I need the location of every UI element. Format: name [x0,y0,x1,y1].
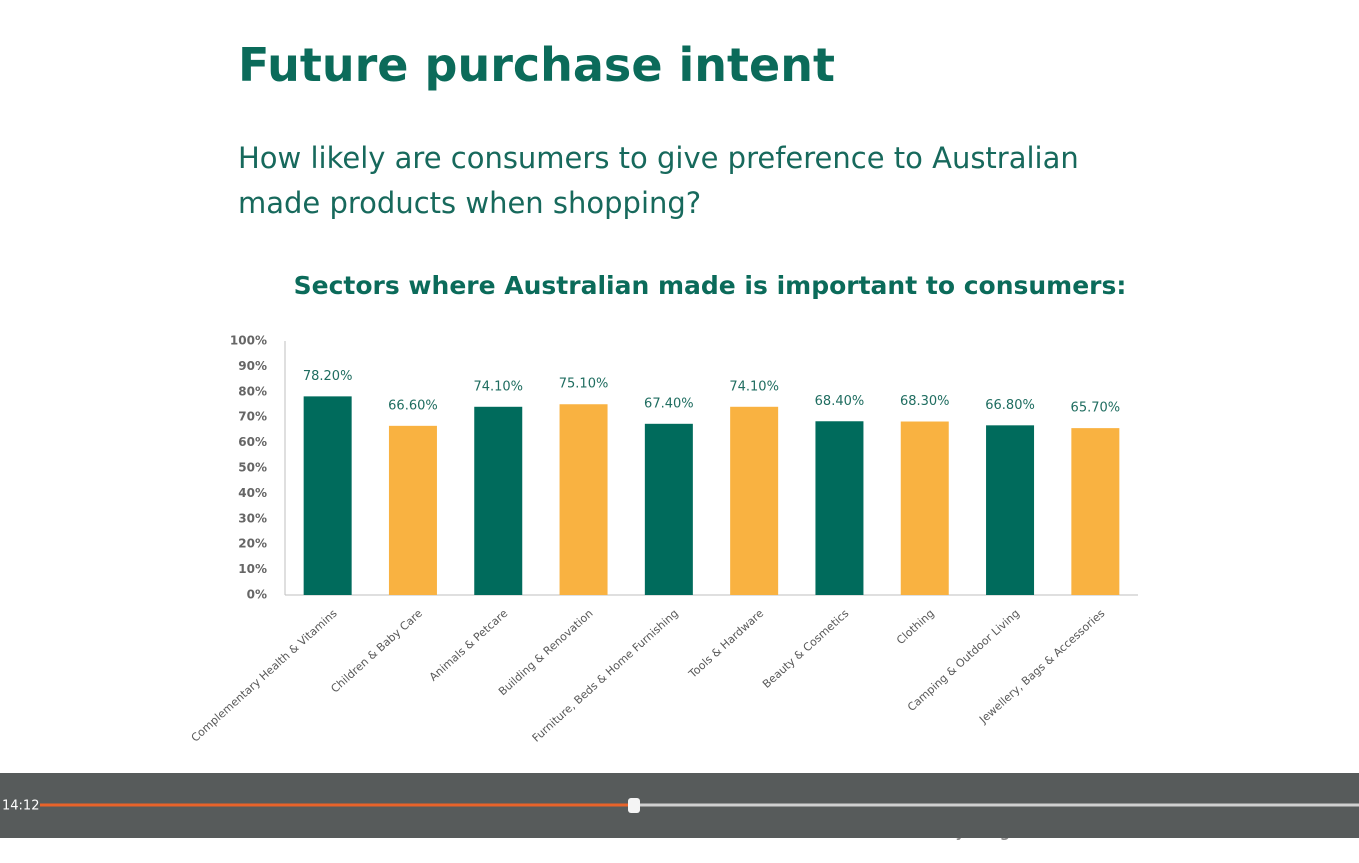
bar [644,423,693,595]
y-tick-label: 0% [247,588,267,602]
value-label: 74.10% [729,379,779,394]
slide-title: Future purchase intent [238,38,835,92]
x-tick-label: Tools & Hardware [686,607,767,682]
y-tick-label: 40% [238,486,267,500]
chart-title: Sectors where Australian made is importa… [294,271,1127,300]
bar [900,421,949,595]
value-label: 78.20% [303,369,353,384]
y-tick-label: 80% [238,384,267,398]
y-tick-label: 100% [230,334,267,348]
x-tick-label: Building & Renovation [496,607,595,698]
value-label: 68.30% [900,394,950,409]
y-tick-label: 50% [238,461,267,475]
bar [815,421,864,595]
x-tick-label: Beauty & Cosmetics [760,607,852,691]
bar [474,406,523,595]
y-tick-label: 70% [238,410,267,424]
value-label: 66.60% [388,398,438,413]
x-tick-label: Clothing [894,607,937,647]
x-tick-label: Children & Baby Care [329,607,426,696]
slide-subtitle: How likely are consumers to give prefere… [238,141,1079,220]
y-tick-label: 20% [238,537,267,551]
value-label: 74.10% [473,379,523,394]
progress-handle[interactable] [628,798,640,813]
value-label: 65.70% [1071,401,1121,416]
value-label: 68.40% [815,394,865,409]
value-label: 67.40% [644,396,694,411]
bar [1071,428,1120,595]
bar [303,396,352,595]
y-tick-label: 10% [238,562,267,576]
x-tick-label: Furniture, Beds & Home Furnishing [530,607,681,745]
y-tick-label: 90% [238,359,267,373]
value-label: 66.80% [985,398,1035,413]
y-tick-label: 30% [238,511,267,525]
y-tick-label: 60% [238,435,267,449]
bar [986,425,1035,595]
x-tick-label: Animals & Petcare [427,607,511,684]
bar [559,404,608,595]
player-time: 14:12 [2,799,39,814]
x-tick-label: Complementary Health & Vitamins [189,607,340,745]
bar [730,406,779,595]
bar [388,425,437,595]
value-label: 75.10% [559,377,609,392]
